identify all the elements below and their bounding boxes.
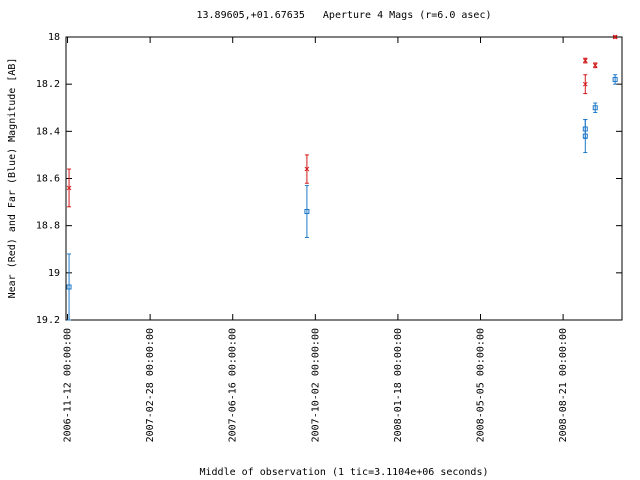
x-tick-label: 2008-08-21 00:00:00 [558, 328, 569, 442]
marker [304, 166, 310, 172]
x-axis-label: Middle of observation (1 tic=3.1104e+06 … [200, 467, 489, 478]
error-bar [67, 253, 72, 321]
y-tick-label: 18 [48, 32, 60, 43]
x-tick-label: 2008-01-18 00:00:00 [393, 328, 404, 442]
marker [612, 34, 618, 40]
marker [592, 62, 598, 68]
x-tick-label: 2007-06-16 00:00:00 [228, 328, 239, 442]
marker [66, 185, 72, 191]
error-bar [304, 185, 309, 238]
error-bar [593, 102, 598, 113]
marker [582, 133, 588, 139]
y-tick-label: 19.2 [36, 315, 60, 326]
y-tick-label: 18.2 [36, 79, 60, 90]
x-tick-label: 2007-02-28 00:00:00 [145, 328, 156, 442]
x-tick-label: 2007-10-02 00:00:00 [310, 328, 321, 442]
chart-title: 13.89605,+01.67635 Aperture 4 Mags (r=6.… [196, 10, 491, 21]
error-bar [613, 74, 618, 85]
x-tick-label: 2008-05-05 00:00:00 [476, 328, 487, 442]
marker [304, 209, 310, 215]
y-tick-label: 18.8 [36, 221, 60, 232]
y-tick-label: 19 [48, 268, 60, 279]
y-axis-label: Near (Red) and Far (Blue) Magnitude [AB] [7, 58, 18, 299]
error-bar [583, 119, 588, 154]
marker [592, 105, 598, 111]
marker [612, 76, 618, 82]
y-tick-label: 18.6 [36, 174, 60, 185]
y-tick-label: 18.4 [36, 126, 60, 137]
marker [582, 58, 588, 63]
x-tick-label: 2006-11-12 00:00:00 [63, 328, 74, 442]
marker [582, 81, 588, 87]
marker [66, 284, 72, 290]
